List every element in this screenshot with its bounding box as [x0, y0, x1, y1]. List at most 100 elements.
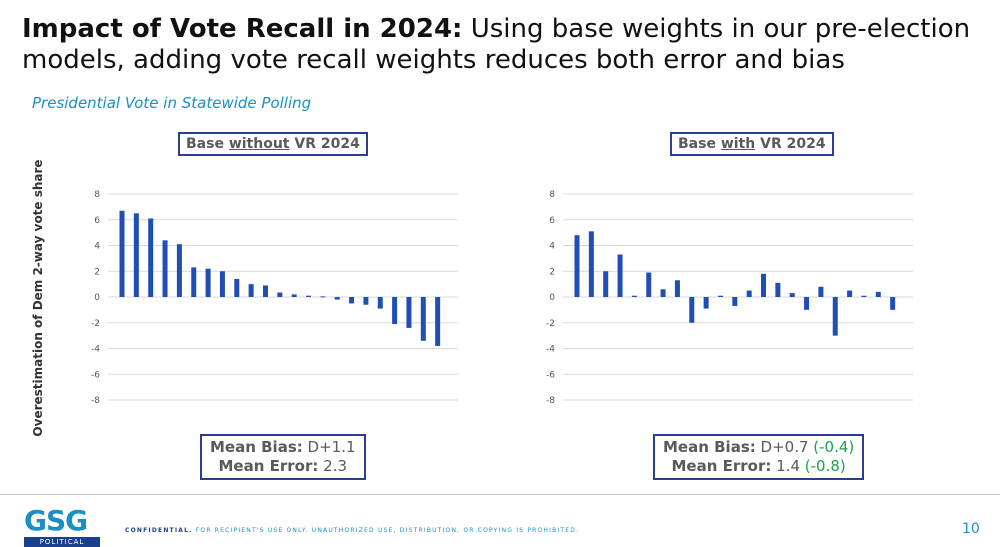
bar-8: [219, 271, 225, 297]
bar-22: [420, 297, 426, 341]
panel-title-right-pre: Base: [678, 136, 721, 152]
mean-bias-right-value: D+0.7: [760, 438, 809, 456]
confidential-bold: CONFIDENTIAL.: [125, 527, 193, 534]
y-tick-label: 8: [94, 190, 100, 200]
bar-18: [818, 286, 824, 297]
mean-bias-right-delta: (-0.4): [813, 438, 855, 456]
y-tick-label: -8: [546, 396, 555, 406]
bar-5: [631, 295, 637, 297]
slide-title: Impact of Vote Recall in 2024: Using bas…: [22, 14, 982, 76]
panel-title-left-pre: Base: [186, 136, 229, 152]
bar-4: [617, 254, 623, 297]
y-tick-label: 0: [549, 293, 555, 303]
bar-10: [248, 284, 254, 297]
bar-20: [847, 290, 853, 297]
panel-title-right: Base with VR 2024: [670, 132, 834, 156]
bar-16: [334, 297, 340, 300]
panel-title-right-post: VR 2024: [755, 136, 826, 152]
bar-15: [320, 296, 326, 298]
y-tick-label: 8: [549, 190, 555, 200]
bar-11: [717, 295, 723, 297]
logo-text: GSG: [24, 504, 88, 537]
mean-bias-left-label: Mean Bias:: [210, 438, 303, 456]
confidential-rest: FOR RECIPIENT'S USE ONLY. UNAUTHORIZED U…: [192, 527, 580, 534]
bar-15: [775, 282, 781, 297]
bar-21: [406, 297, 412, 328]
y-tick-label: 6: [549, 216, 555, 226]
panel-title-left: Base without VR 2024: [178, 132, 368, 156]
y-tick-label: 0: [94, 293, 100, 303]
mean-error-right-delta: (-0.8): [804, 457, 846, 475]
mean-error-left-label: Mean Error:: [218, 457, 319, 475]
y-tick-label: -6: [546, 370, 555, 380]
bar-9: [689, 297, 695, 323]
y-axis-label: Overestimation of Dem 2-way vote share: [31, 159, 45, 437]
bar-4: [162, 240, 168, 297]
bar-21: [861, 295, 867, 297]
slide-subtitle: Presidential Vote in Statewide Polling: [32, 94, 312, 112]
bar-20: [392, 297, 398, 325]
bar-22: [875, 291, 881, 297]
bar-9: [234, 278, 240, 297]
confidential-notice: CONFIDENTIAL. FOR RECIPIENT'S USE ONLY. …: [125, 527, 579, 534]
gsg-logo: GSG POLITICAL: [24, 504, 100, 547]
bar-2: [588, 231, 594, 297]
bar-2: [133, 213, 139, 297]
y-tick-label: -4: [91, 345, 100, 355]
y-tick-label: -8: [91, 396, 100, 406]
bar-18: [363, 297, 369, 305]
bar-12: [732, 297, 738, 307]
bar-10: [703, 297, 709, 309]
panel-title-right-underlined: with: [720, 136, 756, 152]
bar-1: [119, 210, 125, 297]
y-tick-label: 6: [94, 216, 100, 226]
bar-14: [306, 295, 312, 297]
slide-title-rest: Using base weights in our pre-election m…: [22, 14, 971, 75]
mean-error-right-value: 1.4: [776, 457, 801, 475]
y-tick-label: 2: [549, 267, 555, 277]
mean-bias-left-value: D+1.1: [307, 438, 356, 456]
bar-23: [890, 297, 896, 310]
bar-19: [377, 297, 383, 309]
bar-17: [804, 297, 810, 310]
chart-with-vr: -8 -6 -4 -2 0 2 4 6 8: [546, 190, 913, 406]
bar-6: [646, 272, 652, 297]
bar-3: [603, 271, 609, 297]
y-tick-label: -6: [91, 370, 100, 380]
logo-subtext: POLITICAL: [24, 537, 100, 547]
mean-error-left-value: 2.3: [323, 457, 348, 475]
y-tick-label: 2: [94, 267, 100, 277]
bar-19: [832, 297, 838, 336]
mean-bias-left: Mean Bias: D+1.1: [210, 438, 356, 457]
bar-13: [291, 294, 297, 297]
y-tick-label: -2: [546, 319, 555, 329]
bar-8: [674, 280, 680, 297]
panel-title-left-underlined: without: [228, 136, 290, 152]
mean-error-right: Mean Error: 1.4 (-0.8): [663, 457, 854, 476]
mean-error-left: Mean Error: 2.3: [210, 457, 356, 476]
y-tick-label: 4: [549, 242, 555, 252]
bar-12: [277, 292, 283, 297]
bar-14: [761, 273, 767, 297]
bar-11: [262, 285, 268, 297]
bar-13: [746, 290, 752, 297]
bar-7: [660, 289, 666, 297]
y-tick-label: -2: [91, 319, 100, 329]
page-number: 10: [962, 521, 980, 537]
bar-5: [176, 244, 182, 297]
bar-16: [789, 293, 795, 297]
panel-title-left-post: VR 2024: [289, 136, 360, 152]
mean-bias-right-label: Mean Bias:: [663, 438, 756, 456]
stats-box-left: Mean Bias: D+1.1 Mean Error: 2.3: [200, 434, 366, 480]
chart-without-vr: -8 -6 -4 -2 0 2 4 6 8: [91, 190, 458, 406]
y-tick-label: 4: [94, 242, 100, 252]
stats-box-right: Mean Bias: D+0.7 (-0.4) Mean Error: 1.4 …: [653, 434, 865, 480]
footer-divider: [0, 494, 1000, 495]
mean-bias-right: Mean Bias: D+0.7 (-0.4): [663, 438, 854, 457]
bar-1: [574, 235, 580, 297]
bar-7: [205, 268, 211, 297]
slide-title-bold: Impact of Vote Recall in 2024:: [22, 14, 463, 44]
mean-error-right-label: Mean Error:: [671, 457, 772, 475]
bar-6: [191, 267, 197, 297]
bar-17: [349, 297, 355, 304]
